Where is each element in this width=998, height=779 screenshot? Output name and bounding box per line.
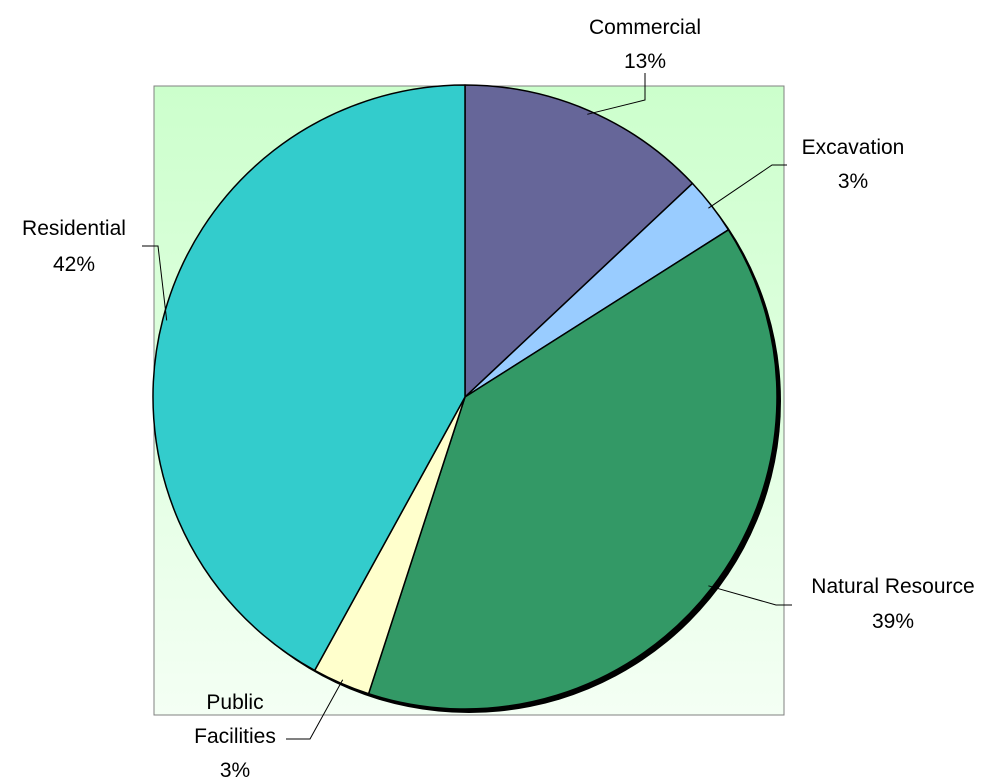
label-natural-resource-percent: 39% [872,610,914,633]
leader-line-natural-resource [708,585,792,606]
data-label-public-facilities: Public Facilities 3% [194,691,276,779]
leader-line-excavation [708,164,787,209]
leader-line-residential [142,245,168,321]
pie-slice-residential [152,84,466,672]
data-label-commercial: Commercial 13% [589,16,701,73]
data-label-residential: Residential 42% [22,217,126,276]
label-public-facilities-line2: Facilities [194,725,276,748]
label-public-facilities-percent: 3% [220,759,250,779]
data-label-excavation: Excavation 3% [802,136,905,193]
label-public-facilities-line1: Public [206,691,263,714]
label-residential-percent: 42% [53,253,95,276]
leader-line-commercial [587,73,646,115]
pie-slice-commercial [464,84,694,398]
label-commercial-percent: 13% [624,50,666,73]
label-commercial-name: Commercial [589,16,701,39]
label-excavation-percent: 3% [838,170,868,193]
label-excavation-name: Excavation [802,136,905,159]
label-natural-resource-name: Natural Resource [811,575,974,598]
leader-line-public-facilities [286,679,344,740]
label-residential-name: Residential [22,217,126,240]
pie-slice-natural-resource [367,229,778,710]
data-label-natural-resource: Natural Resource 39% [811,575,974,633]
